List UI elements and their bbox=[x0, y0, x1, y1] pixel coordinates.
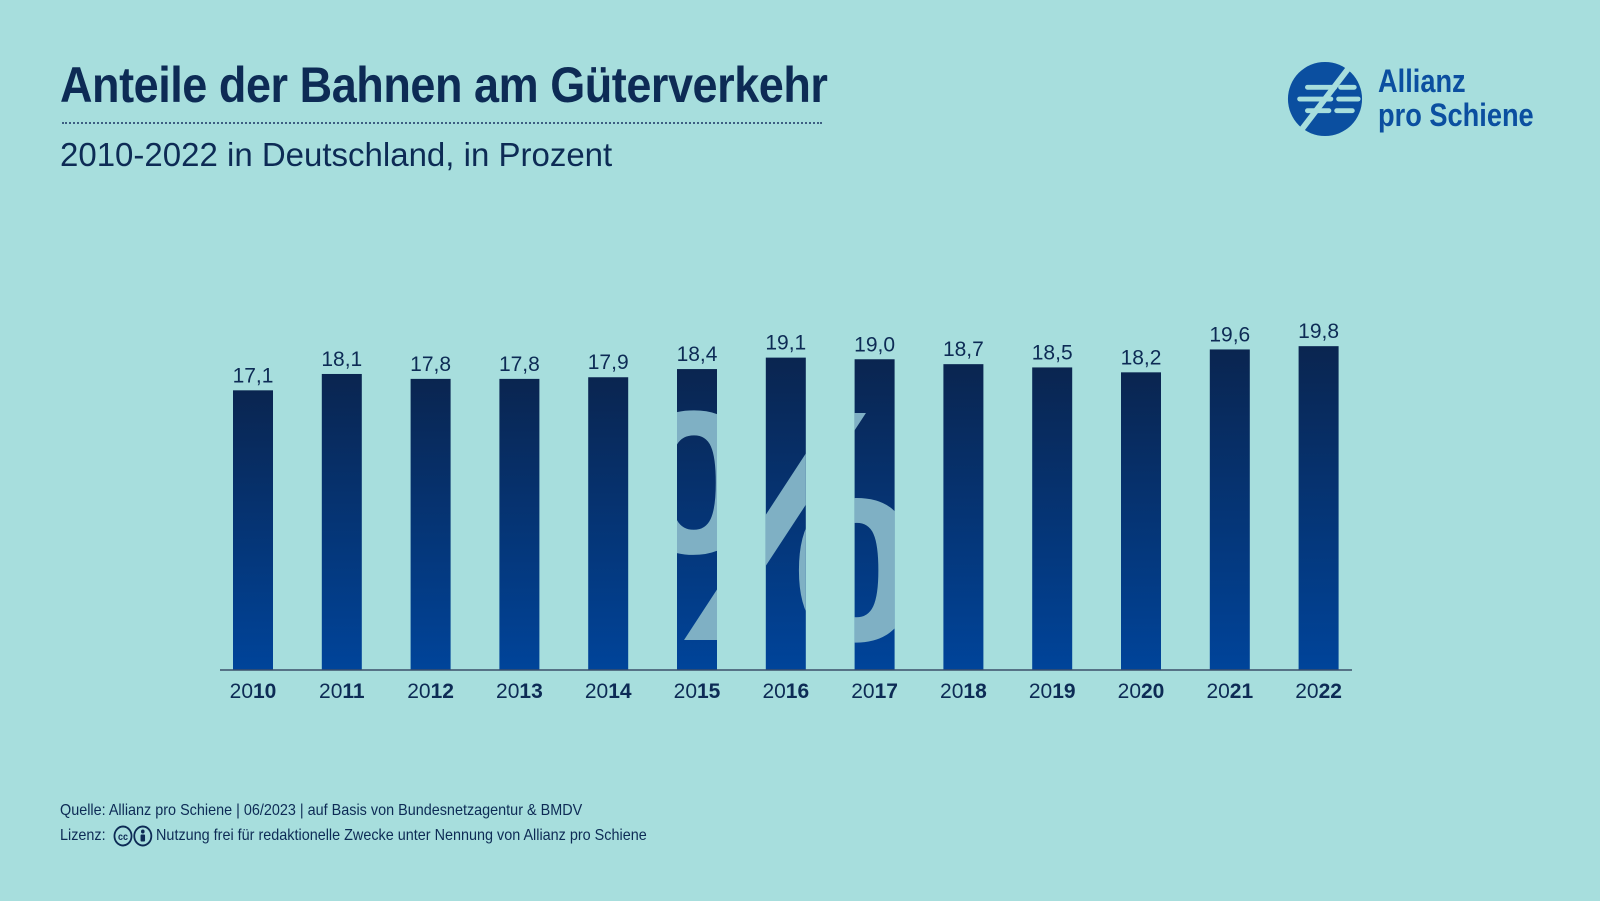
bar-2020 bbox=[1121, 372, 1161, 670]
data-labels: 17,1 18,1 17,8 17,8 17,9 18,4 19,1 19,0 18,7 18,5… bbox=[233, 320, 1339, 387]
data-label-2022: 19,8 bbox=[1298, 320, 1339, 343]
cc-icon: cc bbox=[113, 825, 133, 847]
bar-2015 bbox=[677, 369, 717, 670]
bar-series bbox=[233, 346, 1339, 670]
data-label-2020: 18,2 bbox=[1121, 346, 1162, 369]
x-tick-label-2019: 2019 bbox=[1029, 680, 1076, 703]
x-tick-label-2021: 2021 bbox=[1206, 680, 1253, 703]
page-subtitle: 2010-2022 in Deutschland, in Prozent bbox=[60, 136, 613, 173]
x-tick-label-2011: 2011 bbox=[319, 680, 365, 703]
x-tick-label-2017: 2017 bbox=[851, 680, 898, 703]
bar-2016 bbox=[765, 357, 806, 670]
license-note: Lizenz: cc Nutzung frei für redaktionell… bbox=[60, 825, 647, 847]
logo-line-2: pro Schiene bbox=[1378, 97, 1534, 133]
bar-2019 bbox=[1032, 367, 1073, 670]
logo: Allianz pro Schiene bbox=[1286, 60, 1546, 140]
by-attribution-icon bbox=[133, 825, 152, 847]
license-label: Lizenz: bbox=[60, 827, 106, 844]
source-note: Quelle: Allianz pro Schiene | 06/2023 | … bbox=[60, 802, 583, 819]
data-label-2010: 17,1 bbox=[233, 364, 274, 387]
x-tick-label-2016: 2016 bbox=[762, 680, 809, 703]
page-title: Anteile der Bahnen am Güterverkehr bbox=[60, 57, 828, 113]
x-axis-tick-labels: 2010 2011 2012 2013 2014 2015 2016 2017 2018 2019… bbox=[230, 680, 1342, 703]
x-tick-label-2015: 2015 bbox=[674, 680, 721, 703]
x-tick-label-2013: 2013 bbox=[496, 680, 543, 703]
bar-2013 bbox=[499, 378, 540, 670]
allianz-pro-schiene-logo-icon bbox=[1287, 61, 1363, 137]
data-label-2018: 18,7 bbox=[943, 338, 984, 361]
percent-watermark-glyph: % bbox=[628, 341, 921, 710]
data-label-2011: 18,1 bbox=[321, 348, 362, 371]
title-divider bbox=[62, 122, 822, 124]
data-label-2014: 17,9 bbox=[588, 351, 629, 374]
logo-line-1: Allianz bbox=[1378, 63, 1466, 99]
data-label-2012: 17,8 bbox=[410, 353, 451, 376]
data-label-2019: 18,5 bbox=[1032, 341, 1073, 364]
bar-2011 bbox=[321, 373, 362, 670]
data-label-2015: 18,4 bbox=[677, 343, 718, 366]
bar-2018 bbox=[943, 364, 984, 670]
x-tick-label-2022: 2022 bbox=[1295, 680, 1342, 703]
x-tick-label-2020: 2020 bbox=[1118, 680, 1165, 703]
x-tick-label-2018: 2018 bbox=[940, 680, 987, 703]
data-label-2017: 19,0 bbox=[854, 333, 895, 356]
data-label-2013: 17,8 bbox=[499, 353, 540, 376]
data-label-2021: 19,6 bbox=[1209, 323, 1250, 346]
logo-wordmark: Allianz pro Schiene bbox=[1378, 64, 1534, 132]
license-icons: cc bbox=[113, 825, 153, 847]
x-tick-label-2014: 2014 bbox=[585, 680, 632, 703]
data-label-2016: 19,1 bbox=[765, 332, 806, 355]
bar-2012 bbox=[410, 378, 451, 670]
percent-watermark: % bbox=[628, 341, 921, 710]
bar-2010 bbox=[233, 390, 273, 670]
bar-2014 bbox=[588, 377, 629, 670]
bar-2017 bbox=[854, 359, 895, 670]
license-text: Nutzung frei für redaktionelle Zwecke un… bbox=[156, 827, 647, 844]
bar-2021 bbox=[1209, 349, 1250, 670]
x-tick-label-2012: 2012 bbox=[407, 680, 454, 703]
bar-2022 bbox=[1298, 346, 1339, 670]
x-tick-label-2010: 2010 bbox=[230, 680, 277, 703]
svg-text:cc: cc bbox=[118, 832, 128, 844]
